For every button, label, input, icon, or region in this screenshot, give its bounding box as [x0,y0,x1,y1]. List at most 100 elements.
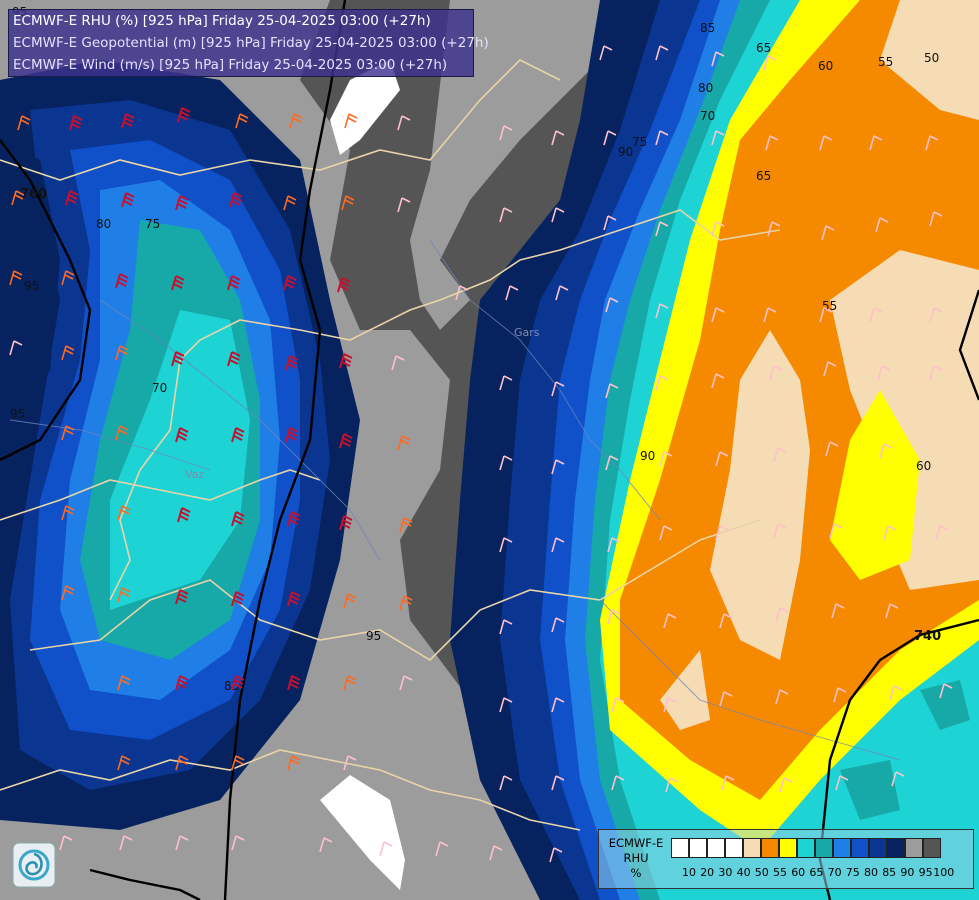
wind-barb [61,345,75,361]
wind-barb [61,270,75,286]
wind-barb [605,297,619,313]
legend-title: ECMWF-E RHU % [604,836,668,881]
legend-tick: 75 [845,866,860,879]
legend-tick: 70 [827,866,842,879]
wind-barb [551,459,565,475]
wind-barb [607,609,621,625]
wind-barb [175,675,189,691]
wind-barb [599,45,613,61]
rh-label: 95 [366,629,381,643]
legend-tick: 30 [718,866,733,879]
rh-label: 80 [698,81,713,95]
wind-barb [775,689,789,705]
wind-barb [175,835,189,851]
wind-barb [339,515,353,531]
wind-barb [505,285,519,301]
wind-barb [823,361,837,377]
legend-ticks: 10 20 30 40 50 55 60 65 70 75 80 85 90 95 100 [681,866,971,882]
wind-barb [499,697,513,713]
wind-barb [499,455,513,471]
geopotential-label: 760 [20,187,47,202]
geopotential-labels: 760 740 [20,187,941,644]
wind-barb [711,307,725,323]
wind-barb [399,517,413,533]
wind-barb [283,195,297,211]
wind-barb [603,215,617,231]
place-label: Vaz [185,468,204,481]
legend-variable: RHU [623,851,649,865]
wind-barb [285,427,299,443]
wind-barb [61,505,75,521]
wind-barb [611,775,625,791]
wind-barb [925,135,939,151]
rh-label: 55 [878,55,893,69]
wind-barb [659,451,673,467]
wind-barb [339,433,353,449]
band-50-east-top [880,0,979,120]
rh-label: 65 [756,41,771,55]
wind-barb [719,691,733,707]
rh-label: 75 [632,135,647,149]
place-label: Gars [514,326,540,339]
rh-label: 70 [152,381,167,395]
wind-barb [605,455,619,471]
legend-tick: 60 [791,866,806,879]
wind-barb [285,355,299,371]
wind-barb [879,443,893,459]
wind-barb [117,755,131,771]
wind-barb [397,435,411,451]
wind-barb [659,525,673,541]
band-50-east-right [830,250,979,590]
wind-barb [397,115,411,131]
wind-barb [231,755,245,771]
legend-tick: 85 [882,866,897,879]
wind-barb [17,115,31,131]
wind-barb [929,365,943,381]
rh-label: 90 [618,145,633,159]
wind-barb [765,135,779,151]
wind-barb [603,130,617,146]
wind-barb [231,511,245,527]
rh-label: 70 [700,109,715,123]
wind-barb [655,375,669,391]
wind-barb [885,603,899,619]
wind-barb [551,207,565,223]
wind-barb [379,841,393,857]
wind-barb [711,130,725,146]
wind-barb [229,192,243,208]
wind-barb [341,195,355,211]
band-50-east-mid [710,330,810,660]
legend-swatch [869,838,887,858]
wind-barb [287,675,301,691]
wind-barb [489,845,503,861]
rh-label: 95 [10,407,25,421]
wind-barb [61,585,75,601]
wind-barb [715,451,729,467]
wind-barb [655,221,669,237]
wind-barb [555,285,569,301]
rh-label: 95 [24,279,39,293]
wind-barb [711,373,725,389]
wind-barb [231,427,245,443]
wind-barb [929,211,943,227]
wind-barb [769,365,783,381]
wind-barb [929,307,943,323]
legend-swatch [707,838,725,858]
map-title-box: ECMWF-E RHU (%) [925 hPa] Friday 25-04-2… [8,9,489,77]
wind-barb [869,307,883,323]
legend-unit: % [630,866,642,880]
wind-barb [283,275,297,291]
wind-barb [69,115,83,131]
wind-barb [891,771,905,787]
wind-barb [869,135,883,151]
wind-barb [337,277,351,293]
wind-barb [499,375,513,391]
wind-barb [877,365,891,381]
legend-swatch [815,838,833,858]
wind-barbs [9,45,953,863]
wind-barb [821,225,835,241]
wind-barb [115,425,129,441]
wind-barb [121,192,135,208]
wind-barb [175,755,189,771]
wind-barb [171,351,185,367]
